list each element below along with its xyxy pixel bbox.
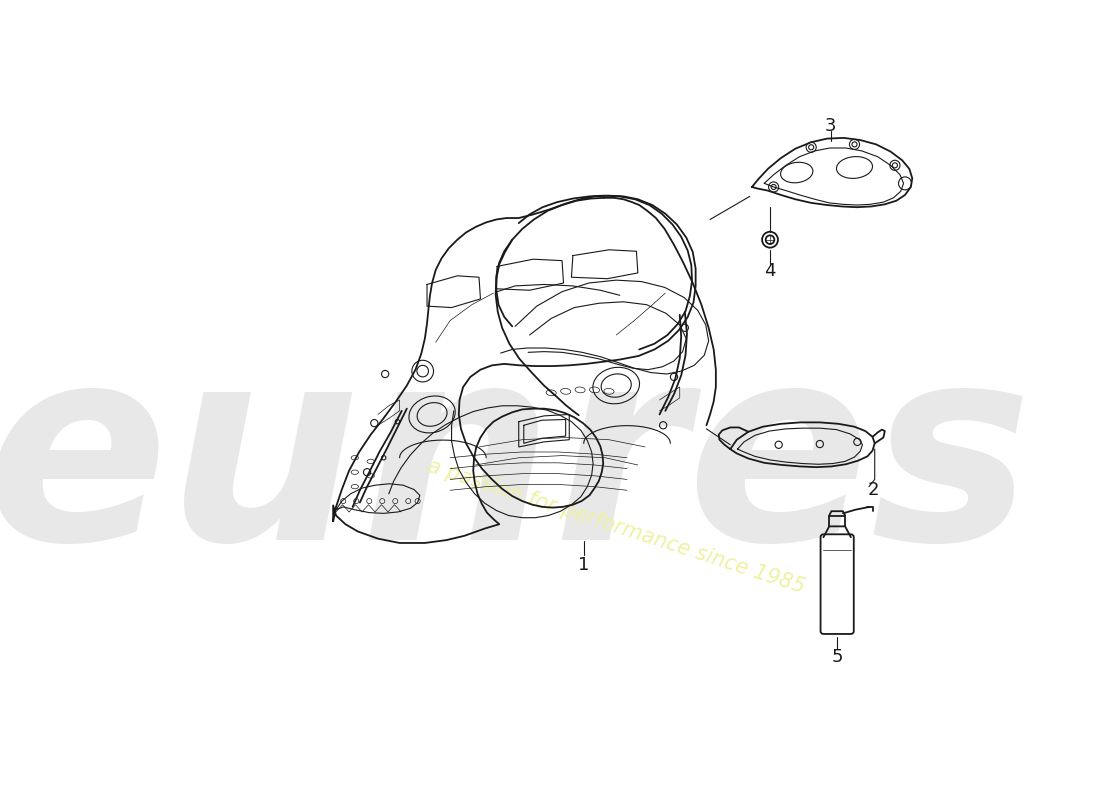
Text: 3: 3 (825, 117, 836, 134)
Text: 1: 1 (578, 556, 590, 574)
Text: a passion for performance since 1985: a passion for performance since 1985 (425, 456, 807, 597)
Text: 2: 2 (868, 482, 879, 499)
Text: 4: 4 (764, 262, 776, 281)
Text: 5: 5 (832, 648, 843, 666)
Text: eunres: eunres (0, 334, 1032, 596)
